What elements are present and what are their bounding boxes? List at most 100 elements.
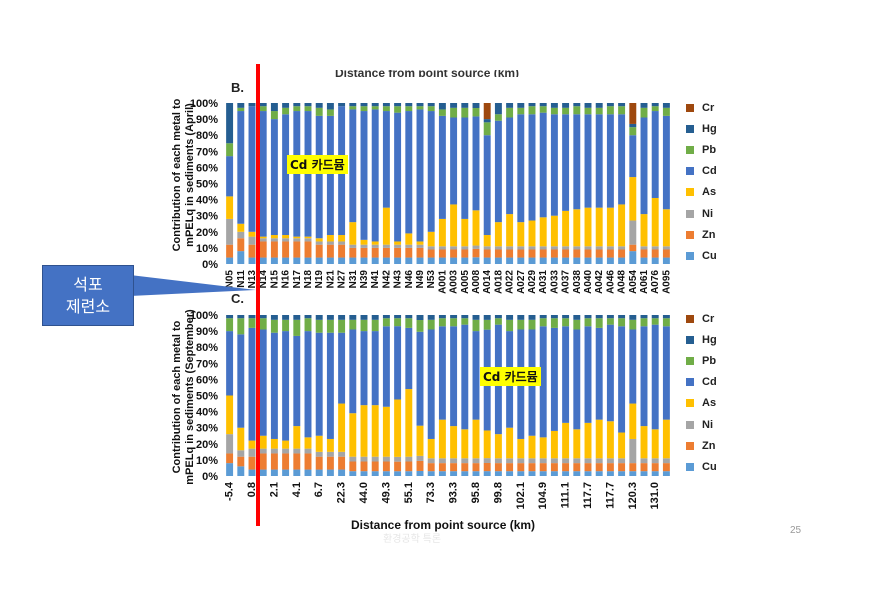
callout-pointer-shape — [130, 275, 256, 296]
bar-segment-zn — [326, 456, 334, 470]
x-tick-label: A029 — [527, 270, 538, 294]
bar-segment-cd — [248, 327, 256, 441]
bar-segment-ni — [416, 455, 424, 461]
bar-segment-hg — [259, 103, 267, 107]
bar-segment-ni — [293, 448, 301, 454]
bar-segment-hg — [618, 103, 626, 107]
bar-segment-zn — [461, 249, 469, 258]
bar-segment-hg — [304, 103, 312, 107]
bar-segment-pb — [539, 318, 547, 327]
bar-segment-cu — [539, 257, 547, 264]
bar-segment-cd — [584, 114, 592, 208]
bar-segment-as — [270, 235, 278, 239]
bar-segment-cu — [304, 469, 312, 476]
bar-segment-zn — [226, 244, 234, 258]
legend-label: Hg — [702, 122, 717, 135]
bar-segment-pb — [595, 107, 603, 115]
bar-segment-cd — [394, 326, 402, 400]
bar-segment-cd — [472, 116, 480, 211]
bar-segment-zn — [640, 463, 648, 472]
bar-segment-zn — [371, 247, 379, 258]
bar-segment-ni — [662, 458, 670, 464]
x-tick-label: A005 — [460, 270, 471, 294]
bar-segment-pb — [371, 106, 379, 110]
bar-segment-ni — [237, 450, 245, 457]
bar-segment-zn — [483, 462, 491, 472]
legend-item: Zn — [686, 435, 717, 456]
bar-segment-cd — [371, 109, 379, 242]
bar-segment-pb — [528, 106, 536, 115]
bar-segment-cd — [606, 324, 614, 422]
bar-segment-cd — [416, 331, 424, 426]
bar-segment-ni — [360, 244, 368, 248]
bar-segment-ni — [371, 456, 379, 462]
bar-segment-ni — [550, 246, 558, 250]
bar-segment-hg — [550, 315, 558, 319]
y-tick-label: 90% — [196, 114, 218, 126]
bar-segment-cu — [237, 466, 245, 476]
bar-segment-hg — [539, 103, 547, 107]
bar-segment-cu — [517, 257, 525, 264]
bar-segment-hg — [371, 315, 379, 320]
x-tick-label: A040 — [583, 270, 594, 294]
bar-segment-cd — [450, 117, 458, 205]
bar-segment-hg — [539, 315, 547, 319]
bar-segment-pb — [517, 319, 525, 330]
bar-segment-cd — [237, 111, 245, 224]
bar-segment-pb — [349, 106, 357, 110]
bar-segment-cu — [405, 471, 413, 476]
bar-segment-ni — [315, 451, 323, 457]
bar-segment-as — [494, 434, 502, 459]
bar-segment-as — [550, 430, 558, 459]
bar-segment-zn — [573, 463, 581, 472]
x-tick-label: A061 — [639, 270, 650, 294]
bar-segment-hg — [640, 103, 648, 108]
bar-segment-cd — [315, 115, 323, 239]
bar-segment-pb — [506, 107, 514, 118]
bar-segment-as — [427, 231, 435, 247]
bar-segment-hg — [461, 103, 469, 108]
bar-segment-hg — [270, 315, 278, 320]
bar-segment-as — [282, 440, 290, 449]
bar-segment-pb — [483, 319, 491, 330]
bar-segment-pb — [584, 107, 592, 115]
bar-segment-as — [416, 241, 424, 245]
bar-segment-zn — [539, 463, 547, 472]
bar-segment-cd — [550, 114, 558, 216]
bar-segment-pb — [629, 127, 637, 136]
x-tick-label: 117.7 — [582, 482, 594, 509]
bar-segment-cu — [662, 471, 670, 476]
y-tick-label: 10% — [196, 243, 218, 255]
x-tick-label: A095 — [661, 270, 672, 294]
bar-segment-pb — [651, 318, 659, 325]
bar-segment-cu — [382, 257, 390, 264]
bar-segment-pb — [405, 318, 413, 328]
bar-segment-as — [360, 239, 368, 245]
bar-segment-as — [618, 204, 626, 247]
bar-segment-as — [662, 419, 670, 459]
bar-segment-as — [450, 426, 458, 459]
bar-segment-zn — [315, 456, 323, 470]
bar-segment-as — [248, 231, 256, 237]
bar-segment-cd — [382, 111, 390, 208]
legend-label: Ni — [702, 418, 713, 431]
bar-segment-pb — [226, 143, 234, 157]
bar-segment-cu — [606, 257, 614, 264]
bar-segment-hg — [226, 315, 234, 319]
bar-segment-cu — [461, 257, 469, 264]
bar-segment-cd — [338, 332, 346, 404]
bar-segment-pb — [584, 318, 592, 327]
bar-segment-ni — [326, 451, 334, 457]
bar-segment-hg — [338, 315, 346, 320]
x-tick-label: -5.4 — [224, 481, 236, 501]
bar-segment-cu — [595, 471, 603, 476]
page-number: 25 — [790, 525, 802, 536]
bar-segment-pb — [651, 106, 659, 112]
bar-segment-ni — [584, 458, 592, 464]
bar-segment-hg — [483, 119, 491, 123]
bar-segment-as — [349, 222, 357, 245]
x-tick-label: 55.1 — [403, 482, 415, 503]
bar-segment-ni — [461, 246, 469, 250]
bar-segment-ni — [483, 246, 491, 250]
